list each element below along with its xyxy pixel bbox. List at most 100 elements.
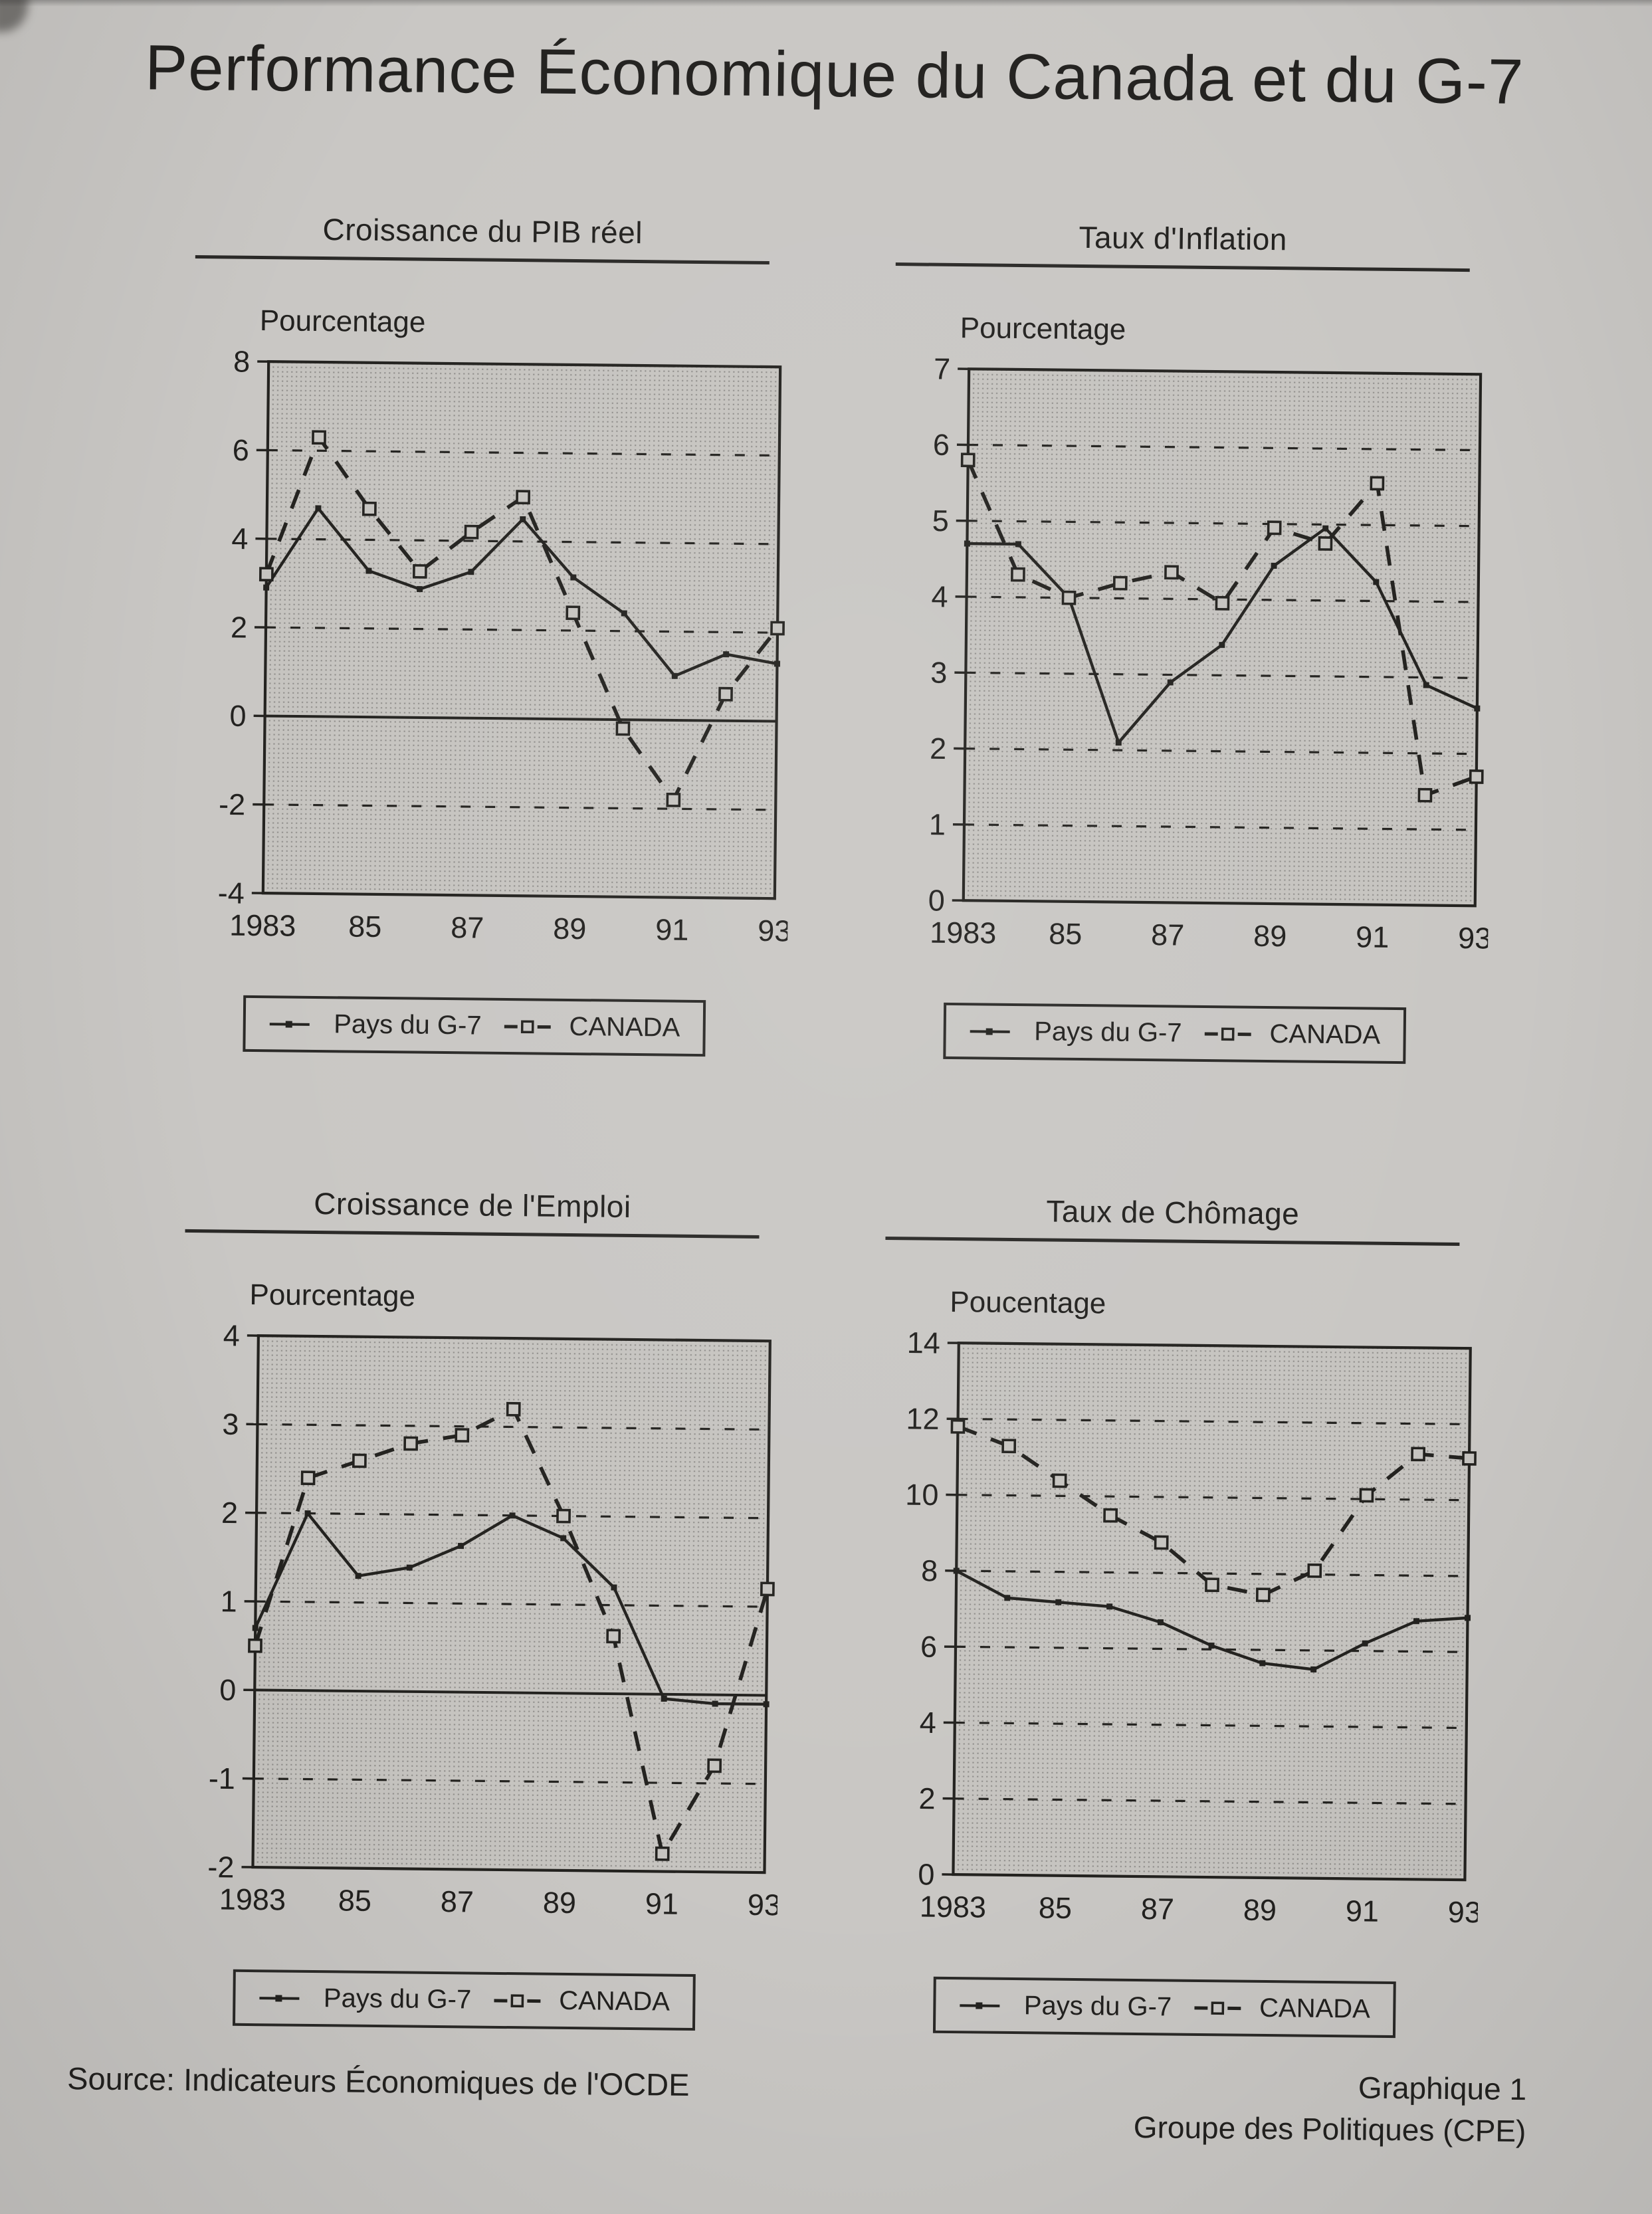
- svg-text:91: 91: [1346, 1894, 1380, 1928]
- g7-line-icon: [270, 1021, 310, 1028]
- svg-text:0: 0: [928, 883, 945, 917]
- svg-text:89: 89: [553, 912, 587, 946]
- svg-text:89: 89: [1243, 1893, 1277, 1928]
- svg-text:6: 6: [233, 433, 250, 467]
- svg-text:5: 5: [932, 504, 949, 538]
- svg-text:93: 93: [758, 914, 791, 948]
- svg-text:6: 6: [933, 428, 950, 462]
- svg-text:8: 8: [233, 344, 251, 378]
- legend-item-canada: CANADA: [494, 1985, 670, 2017]
- legend-item-g7: Pays du G-7: [969, 1016, 1182, 1048]
- svg-text:91: 91: [645, 1886, 679, 1921]
- figure-caption: Graphique 1 Groupe des Politiques (CPE): [1133, 2064, 1527, 2153]
- svg-text:4: 4: [223, 1318, 241, 1352]
- legend-item-canada: CANADA: [1204, 1019, 1380, 1051]
- legend-item-canada: CANADA: [504, 1011, 680, 1043]
- legend: Pays du G-7 CANADA: [243, 995, 706, 1057]
- y-axis-label: Pourcentage: [259, 304, 426, 339]
- svg-text:14: 14: [906, 1326, 940, 1360]
- chart-employment-growth: Croissance de l'Emploi Pourcentage 4 3 2 1 0…: [152, 1184, 785, 2032]
- chart-gdp-growth: Croissance du PIB réel Pourcentage 8 6 4 2 0…: [161, 210, 795, 1058]
- svg-text:4: 4: [231, 522, 249, 555]
- svg-text:-2: -2: [219, 787, 246, 821]
- g7-line-icon: [960, 2001, 1000, 2009]
- svg-text:89: 89: [1253, 919, 1287, 954]
- y-axis-label: Poucentage: [950, 1285, 1106, 1320]
- svg-text:3: 3: [222, 1407, 239, 1441]
- svg-text:4: 4: [920, 1706, 937, 1740]
- g7-line-icon: [970, 1028, 1011, 1035]
- chart-inflation: Taux d'Inflation Pourcentage 7 6 5 4 3 2 1 0 198…: [862, 217, 1495, 1065]
- svg-text:85: 85: [1039, 1890, 1073, 1925]
- source-note: Source: Indicateurs Économiques de l'OCD…: [66, 2061, 690, 2102]
- svg-text:89: 89: [543, 1886, 577, 1920]
- svg-text:1983: 1983: [219, 1882, 286, 1917]
- svg-text:2: 2: [221, 1496, 239, 1530]
- svg-text:-4: -4: [218, 876, 245, 910]
- legend-label: Pays du G-7: [1033, 1017, 1182, 1048]
- page-title: Performance Économique du Canada et du G…: [144, 32, 1524, 118]
- legend: Pays du G-7 CANADA: [933, 1976, 1396, 2039]
- legend-label: CANADA: [569, 1011, 680, 1043]
- chart-title: Taux d'Inflation: [1079, 219, 1288, 257]
- svg-text:0: 0: [229, 699, 247, 733]
- legend-item-g7: Pays du G-7: [268, 1009, 482, 1041]
- svg-text:93: 93: [748, 1888, 781, 1922]
- svg-text:87: 87: [451, 910, 484, 945]
- svg-text:4: 4: [931, 579, 948, 613]
- canada-line-icon: [494, 1993, 541, 2007]
- canada-line-icon: [1204, 1027, 1251, 1041]
- svg-text:2: 2: [231, 610, 248, 644]
- figure-group: Groupe des Politiques (CPE): [1133, 2110, 1526, 2149]
- svg-text:8: 8: [921, 1554, 938, 1587]
- legend-label: CANADA: [1269, 1019, 1381, 1050]
- legend-item-canada: CANADA: [1194, 1993, 1370, 2025]
- chart-title: Croissance de l'Emploi: [313, 1185, 631, 1224]
- legend: Pays du G-7 CANADA: [943, 1002, 1406, 1064]
- legend-label: CANADA: [1259, 1993, 1371, 2024]
- svg-text:2: 2: [930, 732, 947, 765]
- svg-text:10: 10: [905, 1478, 939, 1512]
- svg-text:87: 87: [1151, 918, 1185, 952]
- g7-line-icon: [259, 1994, 300, 2002]
- svg-text:0: 0: [918, 1857, 935, 1891]
- svg-text:1: 1: [220, 1584, 237, 1618]
- page-footer: Source: Indicateurs Économiques de l'OCD…: [0, 2023, 1640, 2154]
- chart-unemployment: Taux de Chômage Poucentage 14 12 10 8 6 4 2 0 19…: [852, 1191, 1485, 2039]
- svg-text:93: 93: [1458, 921, 1492, 956]
- title-underline: [185, 1229, 760, 1239]
- canada-line-icon: [504, 1019, 551, 1033]
- svg-text:7: 7: [934, 352, 951, 385]
- legend-label: CANADA: [558, 1985, 671, 2017]
- legend-item-g7: Pays du G-7: [959, 1990, 1172, 2022]
- legend-item-g7: Pays du G-7: [258, 1983, 472, 2015]
- svg-text:85: 85: [338, 1883, 372, 1918]
- svg-text:1983: 1983: [930, 916, 997, 950]
- svg-text:85: 85: [348, 909, 382, 944]
- svg-text:91: 91: [655, 912, 689, 947]
- svg-text:93: 93: [1448, 1895, 1482, 1930]
- title-underline: [195, 255, 770, 265]
- svg-text:85: 85: [1049, 917, 1083, 952]
- legend-label: Pays du G-7: [1023, 1991, 1172, 2022]
- svg-text:87: 87: [1141, 1892, 1175, 1926]
- svg-text:6: 6: [920, 1629, 938, 1663]
- svg-text:-1: -1: [209, 1761, 236, 1795]
- svg-text:1983: 1983: [920, 1890, 987, 1924]
- svg-text:3: 3: [930, 656, 948, 690]
- svg-text:-2: -2: [207, 1850, 235, 1884]
- charts-grid: Croissance du PIB réel Pourcentage 8 6 4 2 0…: [0, 208, 1652, 2041]
- svg-text:87: 87: [441, 1884, 474, 1919]
- legend-label: Pays du G-7: [323, 1983, 472, 2015]
- legend: Pays du G-7 CANADA: [233, 1969, 696, 2031]
- title-underline: [895, 262, 1471, 272]
- svg-text:91: 91: [1356, 920, 1390, 954]
- y-axis-label: Pourcentage: [249, 1278, 416, 1313]
- chart-title: Taux de Chômage: [1046, 1193, 1300, 1231]
